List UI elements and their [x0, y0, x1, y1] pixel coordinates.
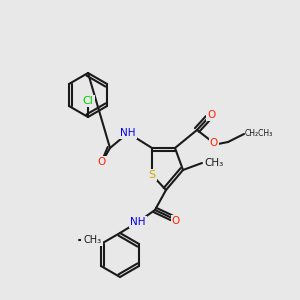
Text: CH₃: CH₃ [204, 158, 223, 168]
Text: O: O [83, 235, 91, 245]
Text: O: O [98, 157, 106, 167]
Text: O: O [207, 110, 215, 120]
Text: NH: NH [130, 217, 146, 227]
Text: Cl: Cl [82, 96, 93, 106]
Text: NH: NH [120, 128, 136, 138]
Text: CH₂CH₃: CH₂CH₃ [245, 128, 273, 137]
Text: O: O [210, 138, 218, 148]
Text: CH₃: CH₃ [84, 235, 102, 245]
Text: O: O [172, 216, 180, 226]
Text: S: S [148, 170, 156, 180]
